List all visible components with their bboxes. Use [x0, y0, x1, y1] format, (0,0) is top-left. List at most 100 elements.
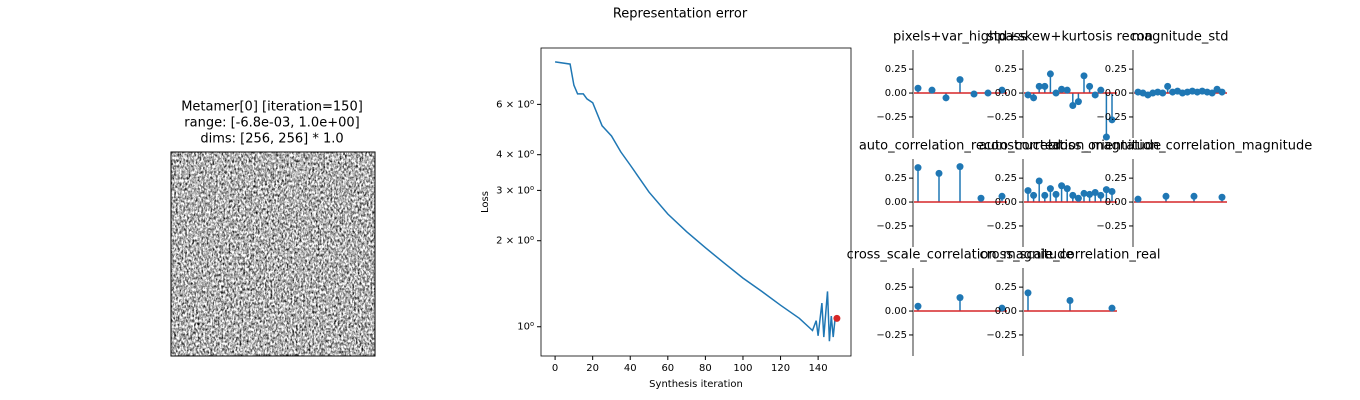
stem-marker — [1134, 195, 1142, 203]
image-title: range: [-6.8e-03, 1.0e+00] — [184, 116, 359, 131]
x-tick-label: 0 — [552, 363, 558, 374]
y-tick-label: −0.25 — [986, 330, 1017, 341]
y-tick-label: 0.00 — [1105, 197, 1127, 208]
y-tick-label: 0.25 — [1105, 64, 1127, 75]
stem-marker — [1058, 85, 1066, 93]
stem-marker — [1086, 82, 1094, 90]
x-tick-label: 40 — [624, 363, 637, 374]
stem-marker — [1046, 70, 1054, 78]
y-tick-label: 3 × 10⁰ — [496, 185, 534, 196]
y-axis-label: Loss — [480, 191, 491, 213]
x-tick-label: 100 — [733, 363, 752, 374]
stem-marker — [1035, 82, 1043, 90]
y-tick-label: −0.25 — [986, 221, 1017, 232]
x-tick-label: 80 — [699, 363, 712, 374]
stem-marker — [914, 164, 922, 172]
stem-marker — [1074, 194, 1082, 202]
y-tick-label: 2 × 10⁰ — [496, 236, 534, 247]
stem-marker — [1069, 191, 1077, 199]
stem-marker — [1080, 72, 1088, 80]
stem-marker — [1108, 116, 1116, 124]
y-tick-label: 0.25 — [885, 64, 907, 75]
stem-marker — [1080, 189, 1088, 197]
x-axis-label: Synthesis iteration — [649, 379, 743, 390]
stem-marker — [1046, 185, 1054, 193]
panel-title: magnitude_std — [1132, 30, 1229, 45]
loss-line — [554, 61, 836, 342]
stem-marker — [1086, 190, 1094, 198]
y-tick-label: 0.25 — [995, 64, 1017, 75]
y-tick-label: 0.25 — [885, 282, 907, 293]
stem-marker — [1024, 289, 1032, 297]
panel-title: cross_scale_correlation_real — [979, 248, 1160, 263]
stem-marker — [942, 94, 950, 102]
stem-marker — [1097, 86, 1105, 94]
stem-marker — [1066, 297, 1074, 305]
y-tick-label: 0.00 — [995, 88, 1017, 99]
stem-marker — [1063, 185, 1071, 193]
y-tick-label: −0.25 — [1096, 112, 1127, 123]
stem-marker — [998, 86, 1006, 94]
stem-marker — [1190, 192, 1198, 200]
stem-marker — [1041, 82, 1049, 90]
y-tick-label: 0.25 — [995, 173, 1017, 184]
stem-marker — [914, 302, 922, 310]
stem-marker — [1091, 91, 1099, 99]
x-tick-label: 60 — [661, 363, 674, 374]
panel-title: auto_correlation_magnitude — [979, 139, 1161, 154]
stem-marker — [1159, 89, 1167, 97]
stem-marker — [970, 90, 978, 98]
y-tick-label: −0.25 — [876, 330, 907, 341]
stem-marker — [1102, 186, 1110, 194]
y-tick-label: 0.00 — [885, 197, 907, 208]
y-tick-label: 10⁰ — [517, 322, 534, 333]
stem-marker — [977, 194, 985, 202]
stem-marker — [1218, 88, 1226, 96]
x-tick-label: 120 — [771, 363, 790, 374]
image-frame — [170, 151, 376, 357]
stem-marker — [1074, 98, 1082, 106]
stem-marker — [1030, 191, 1038, 199]
y-tick-label: 0.00 — [1105, 88, 1127, 99]
y-tick-label: 0.25 — [885, 173, 907, 184]
x-tick-label: 20 — [586, 363, 599, 374]
stem-marker — [1063, 86, 1071, 94]
stem-marker — [1030, 94, 1038, 102]
current-point — [833, 314, 841, 322]
stem-marker — [1058, 182, 1066, 190]
stem-marker — [1052, 89, 1060, 97]
y-tick-label: 0.25 — [1105, 173, 1127, 184]
stem-marker — [1041, 191, 1049, 199]
y-tick-label: −0.25 — [876, 221, 907, 232]
stem-marker — [1035, 177, 1043, 185]
y-tick-label: 4 × 10⁰ — [496, 150, 534, 161]
stem-marker — [1024, 187, 1032, 195]
stem-marker — [956, 76, 964, 84]
image-title: Metamer[0] [iteration=150] — [181, 100, 363, 115]
stem-marker — [1218, 193, 1226, 201]
stem-marker — [998, 304, 1006, 312]
stem-marker — [914, 84, 922, 92]
stem-marker — [956, 163, 964, 171]
y-tick-label: 0.00 — [995, 306, 1017, 317]
stem-marker — [1208, 89, 1216, 97]
suptitle: Representation error — [613, 7, 748, 22]
plot-frame — [540, 47, 852, 357]
stem-marker — [1102, 133, 1110, 141]
y-tick-label: −0.25 — [986, 112, 1017, 123]
stem-marker — [1069, 101, 1077, 109]
panel-title: std+skew+kurtosis recon — [987, 30, 1153, 45]
stem-marker — [956, 294, 964, 302]
y-tick-label: 6 × 10⁰ — [496, 99, 534, 110]
y-tick-label: 0.00 — [995, 197, 1017, 208]
y-tick-label: −0.25 — [876, 112, 907, 123]
y-tick-label: 0.00 — [885, 306, 907, 317]
stem-marker — [1024, 91, 1032, 99]
stem-marker — [998, 192, 1006, 200]
panel-title: cross_orientation_correlation_magnitude — [1048, 139, 1312, 154]
x-tick-label: 140 — [809, 363, 828, 374]
stem-marker — [1108, 188, 1116, 196]
stem-marker — [1052, 190, 1060, 198]
y-tick-label: 0.25 — [995, 282, 1017, 293]
